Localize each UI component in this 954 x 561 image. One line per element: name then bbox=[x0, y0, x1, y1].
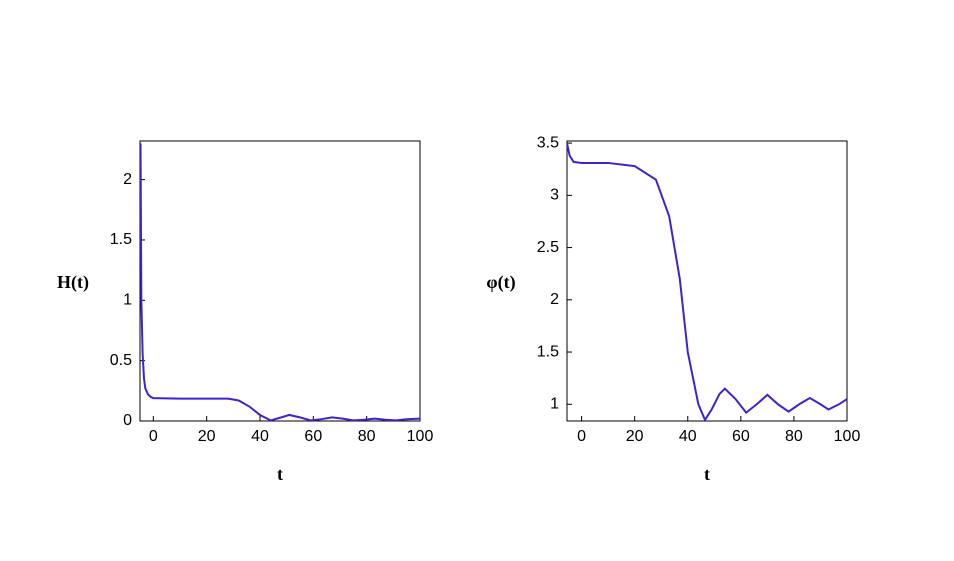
y-tick-label: 1 bbox=[550, 396, 559, 413]
x-axis-label: t bbox=[277, 464, 283, 484]
y-axis-label: φ(t) bbox=[486, 272, 515, 293]
x-tick-label: 100 bbox=[407, 428, 434, 445]
plot-frame bbox=[566, 140, 848, 422]
x-tick-label: 40 bbox=[679, 428, 697, 445]
x-tick-label: 80 bbox=[785, 428, 803, 445]
x-tick-label: 60 bbox=[304, 428, 322, 445]
plot-frame bbox=[139, 140, 421, 422]
x-tick-label: 40 bbox=[251, 428, 269, 445]
data-line bbox=[567, 142, 847, 421]
y-tick-label: 1 bbox=[123, 292, 132, 309]
x-tick-label: 0 bbox=[577, 428, 586, 445]
y-tick-label: 1.5 bbox=[537, 343, 559, 360]
y-tick-label: 3 bbox=[550, 187, 559, 204]
y-tick-label: 1.5 bbox=[110, 231, 132, 248]
x-axis-label: t bbox=[704, 464, 710, 484]
y-axis-label: H(t) bbox=[57, 272, 89, 293]
y-tick-label: 0.5 bbox=[110, 352, 132, 369]
x-tick-label: 100 bbox=[834, 428, 861, 445]
y-tick-label: 2 bbox=[123, 171, 132, 188]
x-tick-label: 20 bbox=[198, 428, 216, 445]
plot: 1 1.5 2 2.5 3 3.5 0 20 40 60 80 100 t φ(t) bbox=[486, 134, 860, 484]
y-tick-label: 2 bbox=[550, 291, 559, 308]
x-tick-label: 80 bbox=[358, 428, 376, 445]
data-line bbox=[140, 143, 420, 421]
y-tick-label: 3.5 bbox=[537, 134, 559, 151]
y-tick-label: 0 bbox=[123, 412, 132, 429]
y-tick-label: 2.5 bbox=[537, 239, 559, 256]
x-tick-label: 20 bbox=[626, 428, 644, 445]
x-tick-label: 60 bbox=[732, 428, 750, 445]
x-tick-label: 0 bbox=[149, 428, 158, 445]
